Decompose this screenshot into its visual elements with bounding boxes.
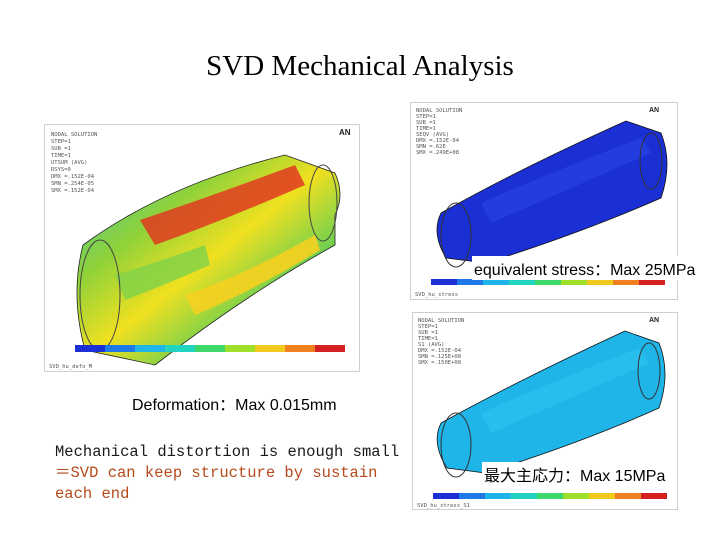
principal-stress-caption: 最大主応力：Max 15MPa	[482, 462, 668, 486]
stress-legend: SVD_hu_stress	[415, 279, 665, 298]
header-line: RSYS=0	[51, 167, 71, 173]
svg-text:AN: AN	[649, 107, 659, 114]
header-line: NODAL SOLUTION	[51, 132, 97, 138]
stress-plot: NODAL SOLUTION STEP=1 SUB =1 TIME=1 SEQV…	[415, 107, 668, 298]
header-line: DMX =.152E-04	[416, 138, 460, 144]
header-line: S1 (AVG)	[418, 342, 445, 348]
header-line: TIME=1	[416, 126, 436, 132]
deformation-legend: SVD_hu_defo_M	[49, 345, 345, 370]
legend-file-label: SVD_hu_stress_S1	[417, 503, 470, 509]
header-line: DMX =.152E-04	[51, 174, 95, 180]
deformation-plot: NODAL SOLUTION STEP=1 SUB =1 TIME=1 UTSU…	[49, 128, 351, 370]
svg-text:AN: AN	[649, 317, 659, 324]
ansys-logo: AN	[649, 317, 659, 324]
deformation-caption: Deformation：Max 0.015mm	[132, 397, 337, 414]
header-line: SUB =1	[418, 330, 438, 336]
header-line: SMN =.62E	[416, 144, 446, 150]
header-line: SMN =.125E+08	[418, 354, 461, 360]
stress-header: NODAL SOLUTION STEP=1 SUB =1 TIME=1 SEQV…	[416, 108, 462, 156]
analysis-note: Mechanical distortion is enough small ＝S…	[55, 442, 399, 505]
deformation-header: NODAL SOLUTION STEP=1 SUB =1 TIME=1 UTSU…	[51, 132, 97, 194]
header-line: SMX =.150E+08	[418, 360, 461, 366]
ansys-logo: AN	[339, 128, 351, 137]
stress-cylinder-model	[436, 120, 668, 268]
note-line: Mechanical distortion is enough small	[55, 443, 400, 461]
note-line: ＝SVD can keep structure by sustain	[55, 464, 378, 482]
deformation-panel: NODAL SOLUTION STEP=1 SUB =1 TIME=1 UTSU…	[44, 124, 360, 372]
header-line: DMX =.152E-04	[418, 348, 462, 354]
ansys-logo: AN	[649, 107, 659, 114]
principal-legend: SVD_hu_stress_S1	[417, 493, 667, 509]
note-line: each end	[55, 485, 130, 503]
header-line: STEP=1	[416, 114, 436, 120]
header-line: SEQV (AVG)	[416, 132, 449, 138]
principal-stress-plot: NODAL SOLUTION STEP=1 SUB =1 TIME=1 S1 (…	[417, 317, 667, 509]
legend-file-label: SVD_hu_stress	[415, 292, 458, 298]
principal-cylinder-model	[436, 330, 666, 478]
header-line: SUB =1	[416, 120, 436, 126]
header-line: STEP=1	[418, 324, 438, 330]
principal-header: NODAL SOLUTION STEP=1 SUB =1 TIME=1 S1 (…	[418, 318, 464, 366]
stress-caption: equivalent stress：Max 25MPa	[472, 256, 698, 280]
svg-text:AN: AN	[339, 128, 351, 137]
header-line: TIME=1	[418, 336, 438, 342]
header-line: STEP=1	[51, 139, 71, 145]
header-line: SUB =1	[51, 146, 71, 152]
slide-title: SVD Mechanical Analysis	[206, 50, 514, 82]
header-line: NODAL SOLUTION	[418, 318, 464, 324]
header-line: SMX =.152E-04	[51, 188, 95, 194]
header-line: SMN =.254E-05	[51, 181, 94, 187]
header-line: SMX =.249E+08	[416, 150, 459, 156]
header-line: NODAL SOLUTION	[416, 108, 462, 114]
header-line: UTSUM (AVG)	[51, 160, 87, 166]
legend-file-label: SVD_hu_defo_M	[49, 364, 93, 370]
deformed-cylinder-model	[76, 154, 341, 366]
header-line: TIME=1	[51, 153, 71, 159]
